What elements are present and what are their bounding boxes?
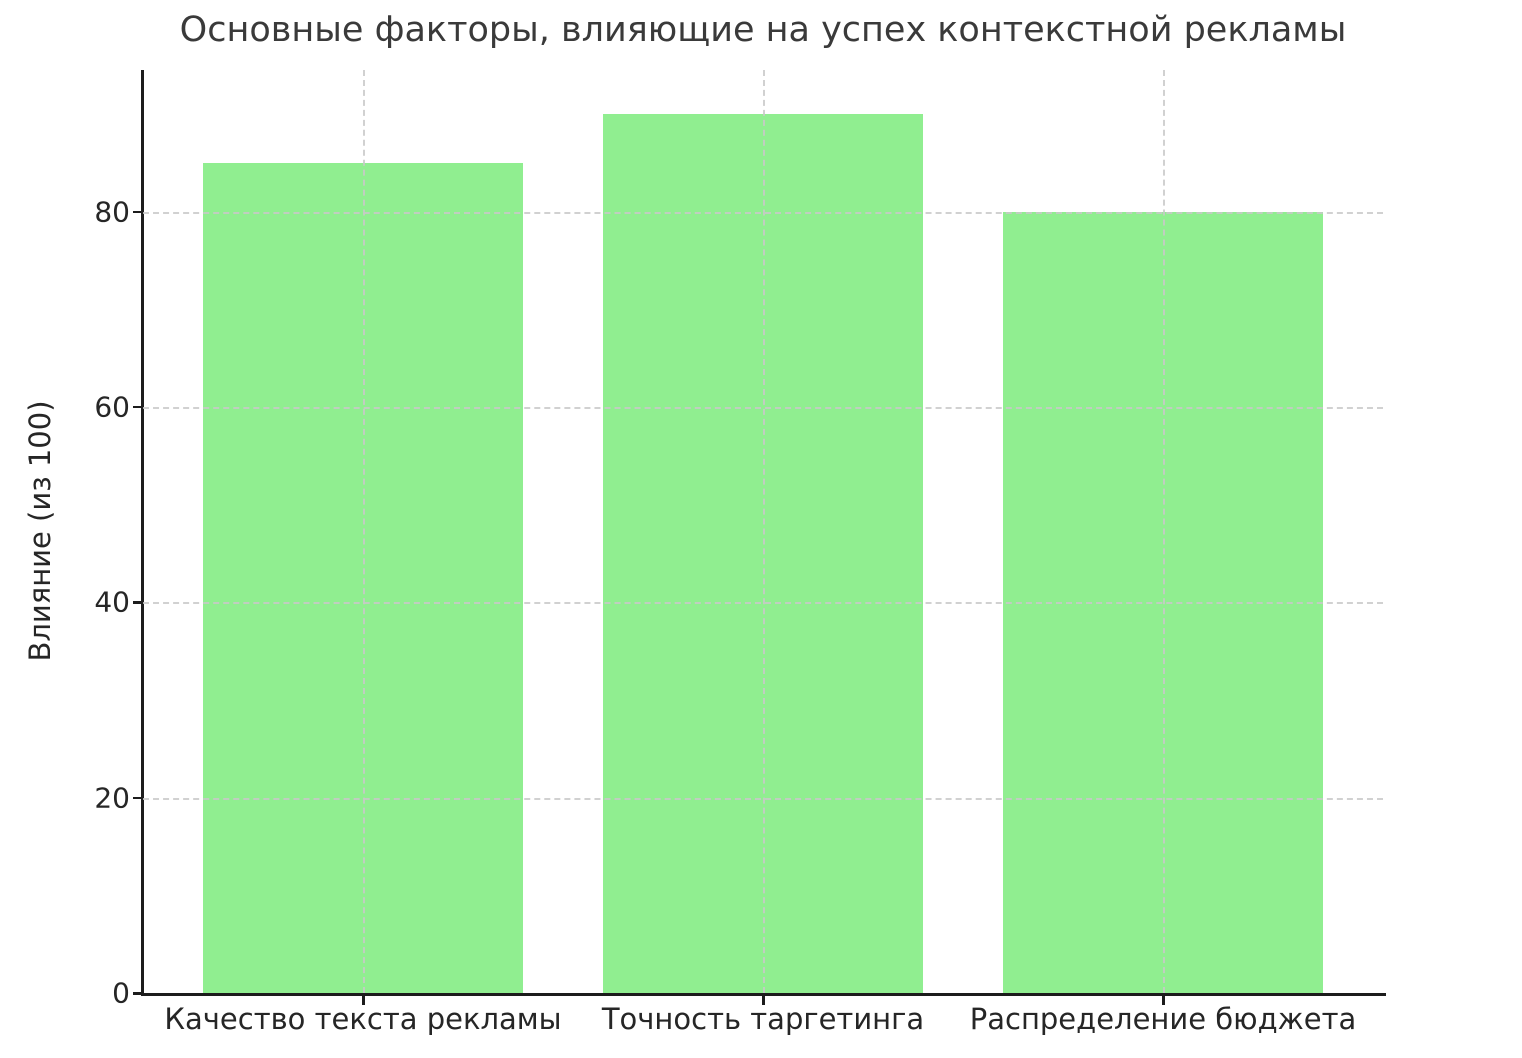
gridline-vertical-2 bbox=[1163, 70, 1165, 993]
plot-area bbox=[143, 70, 1383, 993]
xtick-label-0: Качество текста рекламы bbox=[164, 1002, 562, 1036]
gridline-y-80 bbox=[143, 211, 1383, 214]
ytick-mark-80 bbox=[133, 210, 143, 214]
gridline-y-40 bbox=[143, 602, 1383, 605]
gridline-vertical-1 bbox=[763, 70, 765, 993]
ytick-mark-40 bbox=[133, 601, 143, 604]
y-axis-label: Влияние (из 100) bbox=[23, 400, 57, 662]
ytick-label-60: 60 bbox=[94, 390, 130, 424]
gridline-vertical-0 bbox=[363, 70, 365, 993]
xtick-mark-2 bbox=[1162, 995, 1165, 1005]
chart-title: Основные факторы, влияющие на успех конт… bbox=[179, 10, 1347, 50]
x-axis-spine bbox=[141, 993, 1386, 996]
ytick-label-0: 0 bbox=[112, 976, 130, 1010]
ytick-label-80: 80 bbox=[94, 195, 130, 229]
xtick-label-2: Распределение бюджета bbox=[969, 1002, 1357, 1036]
gridline-y-20 bbox=[143, 797, 1383, 800]
ytick-mark-20 bbox=[133, 796, 143, 800]
ytick-mark-60 bbox=[133, 405, 143, 409]
ytick-label-20: 20 bbox=[94, 781, 130, 815]
y-axis-spine bbox=[141, 70, 144, 995]
ytick-mark-0 bbox=[133, 992, 143, 995]
ytick-label-40: 40 bbox=[94, 585, 130, 619]
xtick-mark-0 bbox=[362, 995, 365, 1005]
gridline-y-60 bbox=[143, 406, 1383, 409]
xtick-mark-1 bbox=[762, 995, 765, 1005]
xtick-label-1: Точность таргетинга bbox=[601, 1002, 925, 1036]
